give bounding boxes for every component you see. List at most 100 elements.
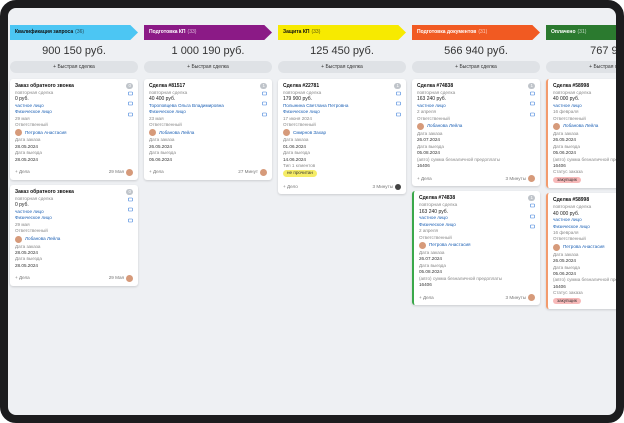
responsible-label: Ответственный bbox=[419, 234, 452, 240]
contact-icon[interactable] bbox=[128, 91, 133, 98]
add-task-button[interactable]: + Дела bbox=[15, 169, 30, 175]
departure-date-label: Дата выезда bbox=[15, 150, 42, 156]
contact-icon[interactable] bbox=[262, 101, 267, 108]
client: частное лицо bbox=[419, 215, 448, 221]
departure-date-label: Дата выезда bbox=[417, 143, 444, 149]
responsible: Лобанова Лейла bbox=[553, 123, 616, 131]
column-header: Подготовка документов (31) bbox=[412, 25, 540, 40]
date: 16 февраля bbox=[553, 229, 579, 235]
amount: 0 руб. bbox=[15, 96, 29, 103]
contact-icon[interactable] bbox=[262, 112, 267, 119]
deal-card[interactable]: Сделка #81517 1 повторная сделка 40 400 руб… bbox=[144, 79, 272, 181]
deal-card[interactable]: Сделка #74838 1 повторная сделка 163 240 ру… bbox=[412, 191, 540, 306]
responsible: Петрова Анастасия bbox=[15, 129, 133, 137]
amount: 40 400 руб. bbox=[149, 96, 176, 103]
column-title: Подготовка документов bbox=[417, 29, 477, 35]
contact-icon[interactable] bbox=[530, 224, 535, 231]
card-time: 3 Минуты bbox=[505, 294, 526, 300]
extra-label: Тип 1 клиентов bbox=[283, 163, 316, 169]
card-footer: + Дела 3 Минуты bbox=[417, 175, 535, 183]
add-task-button[interactable]: + Дело bbox=[283, 183, 298, 189]
deal-type: повторная сделка bbox=[417, 90, 456, 95]
column-title: Оплачено bbox=[551, 29, 576, 35]
column-count: (33) bbox=[187, 29, 197, 35]
extra-value: 16406 bbox=[553, 163, 566, 169]
contact-icon[interactable] bbox=[530, 91, 535, 98]
responsible-label: Ответственный bbox=[553, 115, 586, 121]
column-count: (31) bbox=[577, 29, 587, 35]
extra-value: 16406 bbox=[417, 163, 430, 169]
date: 2 апреля bbox=[419, 228, 438, 234]
amount: 163 240 руб. bbox=[419, 208, 448, 215]
avatar bbox=[149, 129, 156, 137]
column-header: Квалификация запроса (36) bbox=[10, 25, 138, 40]
contact-icon[interactable] bbox=[128, 112, 133, 119]
card-footer: + Дела 29 Мая bbox=[15, 169, 133, 177]
quick-deal-button[interactable]: + Быстрая сделка bbox=[144, 61, 272, 73]
kanban-board: Квалификация запроса (36) 900 150 руб. + Бы… bbox=[10, 25, 616, 309]
card-badge: 0 bbox=[126, 189, 133, 196]
add-task-button[interactable]: + Дела bbox=[15, 275, 30, 281]
client-type: Физическое лицо bbox=[553, 223, 590, 229]
column-title: Подготовка КП bbox=[149, 29, 186, 35]
quick-deal-button[interactable]: + Быстрая сделка bbox=[278, 61, 406, 73]
responsible-label: Ответственный bbox=[149, 122, 182, 128]
quick-deal-button[interactable]: + Быстрая сделка bbox=[10, 61, 138, 73]
add-task-button[interactable]: + Дела bbox=[149, 169, 164, 175]
contact-icon[interactable] bbox=[128, 101, 133, 108]
avatar bbox=[417, 123, 424, 131]
contact-icon[interactable] bbox=[530, 112, 535, 119]
quick-deal-button[interactable]: + Быстрая сделка bbox=[546, 61, 616, 73]
deal-type: повторная сделка bbox=[149, 90, 188, 95]
card-title: Заказ обратного звонка bbox=[15, 189, 74, 196]
responsible-label: Ответственный bbox=[417, 115, 450, 121]
column: Квалификация запроса (36) 900 150 руб. + Бы… bbox=[10, 25, 138, 309]
contact-icon[interactable] bbox=[530, 101, 535, 108]
date: 29 мая bbox=[15, 115, 30, 121]
tag: не прочитан bbox=[283, 170, 317, 177]
order-date: 28.05.2024 bbox=[15, 143, 38, 149]
column: Подготовка КП (33) 1 000 190 руб. + Быстрая… bbox=[144, 25, 272, 309]
contact-icon[interactable] bbox=[128, 207, 133, 214]
quick-deal-button[interactable]: + Быстрая сделка bbox=[412, 61, 540, 73]
amount: 163 240 руб. bbox=[417, 96, 446, 103]
client: Тороповцева Ольга Владимировна bbox=[149, 102, 224, 108]
responsible-name: Петрова Анастасия bbox=[563, 244, 605, 250]
card-title: Сделка #74838 bbox=[419, 195, 456, 202]
column-sum: 1 000 190 руб. bbox=[171, 45, 245, 57]
departure-date: 14.06.2024 bbox=[283, 156, 306, 162]
contact-icon[interactable] bbox=[128, 218, 133, 225]
card-icons bbox=[262, 91, 267, 119]
contact-icon[interactable] bbox=[530, 203, 535, 210]
date: 17 июня 2024 bbox=[283, 115, 312, 121]
avatar bbox=[283, 129, 290, 137]
deal-card[interactable]: Сделка #74838 1 повторная сделка 163 240 ру… bbox=[412, 79, 540, 187]
user-avatar bbox=[126, 169, 133, 177]
responsible-name: Лобанова Лейла bbox=[563, 123, 599, 129]
contact-icon[interactable] bbox=[530, 214, 535, 221]
deal-card[interactable]: Сделка #22781 1 повторная сделка 179 900 ру… bbox=[278, 79, 406, 195]
deal-card[interactable]: Заказ обратного звонка 0 повторная сделка 0… bbox=[10, 185, 138, 287]
add-task-button[interactable]: + Дела bbox=[417, 175, 432, 181]
contact-icon[interactable] bbox=[396, 91, 401, 98]
contact-icon[interactable] bbox=[396, 101, 401, 108]
card-footer: + Дело 3 Минуты bbox=[283, 183, 401, 191]
contact-icon[interactable] bbox=[396, 112, 401, 119]
column-header: Подготовка КП (33) bbox=[144, 25, 272, 40]
card-list: Сделка #81517 1 повторная сделка 40 400 руб… bbox=[144, 79, 272, 181]
add-task-button[interactable]: + Дела bbox=[419, 294, 434, 300]
amount: 179 900 руб. bbox=[283, 96, 312, 103]
client: частное лицо bbox=[553, 217, 582, 223]
order-date-label: Дата заказа bbox=[15, 137, 41, 143]
deal-card[interactable]: Заказ обратного звонка 0 повторная сделка 0… bbox=[10, 79, 138, 181]
column-count: (31) bbox=[478, 29, 488, 35]
contact-icon[interactable] bbox=[262, 91, 267, 98]
responsible: Смирнов Захар bbox=[283, 129, 401, 137]
tag-row: закупщик bbox=[553, 297, 616, 305]
contact-icon[interactable] bbox=[128, 197, 133, 204]
responsible-name: Лобанова Лейла bbox=[25, 235, 61, 241]
